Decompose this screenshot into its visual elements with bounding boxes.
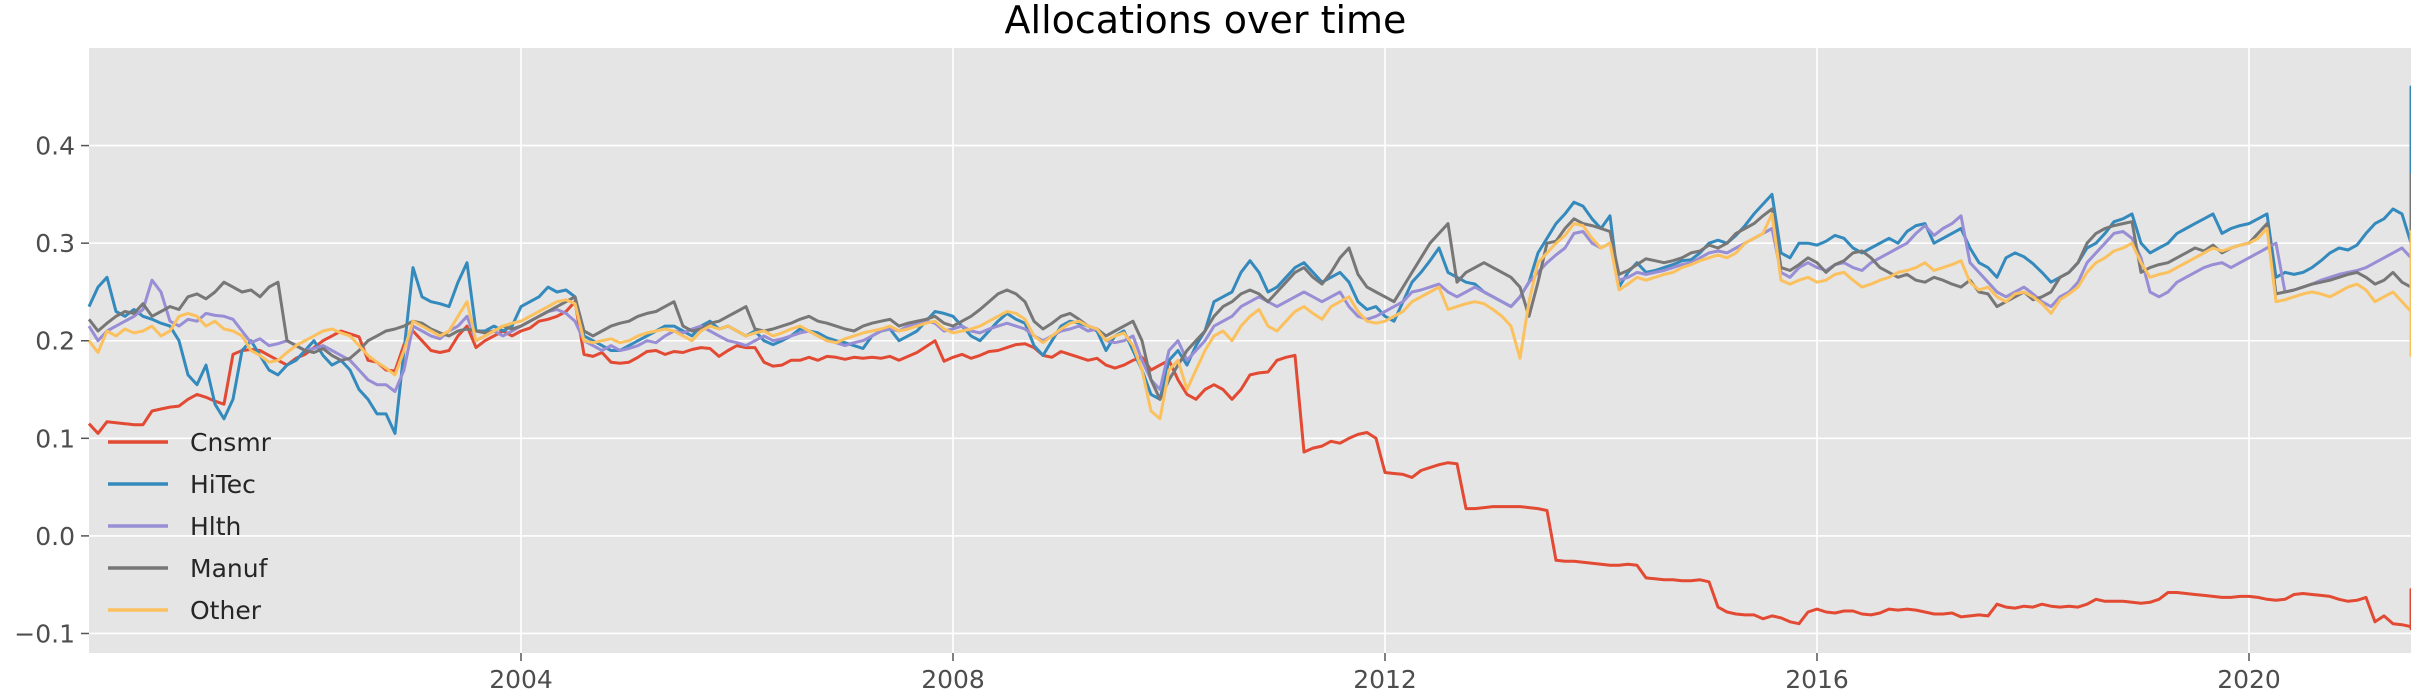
series-line-cnsmr — [87, 300, 2411, 631]
x-tick-label: 2008 — [921, 665, 985, 694]
series-line-other — [87, 212, 2411, 421]
y-tick-label: 0.3 — [35, 229, 75, 258]
y-tick-label: 0.1 — [35, 424, 75, 453]
legend: Cnsmr HiTec Hlth Manuf Other — [108, 428, 272, 625]
series-lines — [87, 85, 2411, 631]
x-axis-ticks: 2004 2008 2012 2016 2020 — [489, 653, 2281, 694]
x-tick-label: 2012 — [1353, 665, 1417, 694]
legend-label: Other — [190, 596, 262, 625]
chart-title: Allocations over time — [1004, 0, 1407, 42]
y-tick-label: −0.1 — [14, 619, 75, 648]
y-tick-label: 0.4 — [35, 132, 75, 161]
x-tick-label: 2020 — [2217, 665, 2281, 694]
legend-label: HiTec — [190, 470, 256, 499]
series-line-hitec — [87, 85, 2411, 435]
y-tick-label: 0.2 — [35, 327, 75, 356]
gridlines — [89, 48, 2411, 653]
x-tick-label: 2016 — [1785, 665, 1849, 694]
y-axis-ticks: −0.1 0.0 0.1 0.2 0.3 0.4 — [14, 132, 89, 648]
plot-area-background — [89, 48, 2411, 653]
y-tick-label: 0.0 — [35, 522, 75, 551]
x-tick-label: 2004 — [489, 665, 553, 694]
legend-label: Manuf — [190, 554, 269, 583]
series-line-manuf — [87, 173, 2411, 401]
legend-label: Cnsmr — [190, 428, 272, 457]
legend-label: Hlth — [190, 512, 241, 541]
